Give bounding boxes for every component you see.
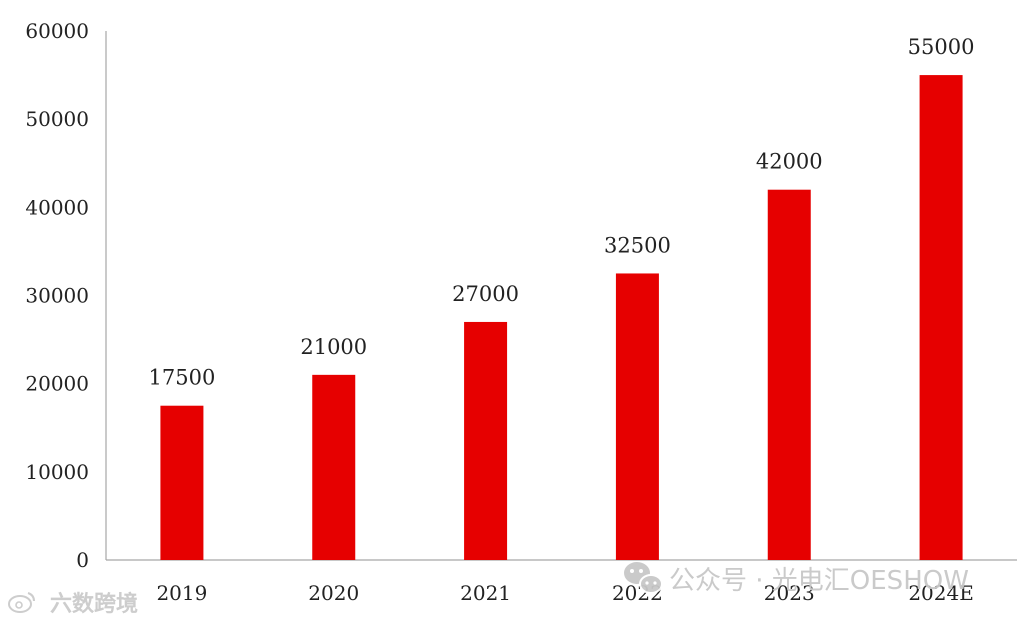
bar bbox=[160, 405, 204, 560]
bar bbox=[767, 189, 811, 560]
wechat-logo-icon bbox=[624, 562, 663, 594]
bar bbox=[312, 374, 356, 560]
data-label: 17500 bbox=[149, 366, 216, 390]
data-label: 42000 bbox=[756, 150, 823, 174]
data-label: 27000 bbox=[452, 282, 519, 306]
y-tick-label: 10000 bbox=[25, 460, 89, 484]
x-tick-label: 2021 bbox=[460, 581, 511, 605]
watermark-left: 六数跨境 bbox=[8, 591, 138, 617]
x-tick-label: 2020 bbox=[308, 581, 359, 605]
watermark-right: 公众号 · 光电汇OESHOW bbox=[624, 562, 969, 596]
y-tick-label: 50000 bbox=[25, 107, 89, 131]
x-tick-label: 2024E bbox=[908, 581, 974, 605]
y-tick-label: 30000 bbox=[25, 284, 89, 308]
watermark-left-text: 六数跨境 bbox=[50, 591, 138, 617]
x-tick-label: 2023 bbox=[764, 581, 815, 605]
bar bbox=[464, 321, 508, 560]
data-label: 55000 bbox=[908, 35, 975, 59]
bars-group bbox=[160, 75, 963, 560]
y-tick-label: 40000 bbox=[25, 195, 89, 219]
x-tick-label: 2019 bbox=[156, 581, 207, 605]
weibo-logo-icon bbox=[8, 592, 35, 613]
y-tick-label: 0 bbox=[76, 548, 89, 572]
data-label: 32500 bbox=[604, 233, 671, 257]
y-axis: 0 10000 20000 30000 40000 50000 60000 bbox=[25, 19, 107, 572]
watermark-right-text: 公众号 · 光电汇OESHOW bbox=[669, 566, 969, 596]
bar bbox=[615, 273, 659, 560]
data-label: 21000 bbox=[300, 335, 367, 359]
y-tick-label: 60000 bbox=[25, 19, 89, 43]
bar bbox=[919, 75, 963, 560]
y-tick-label: 20000 bbox=[25, 372, 89, 396]
data-labels-group: 17500 21000 27000 32500 42000 55000 bbox=[149, 35, 975, 390]
